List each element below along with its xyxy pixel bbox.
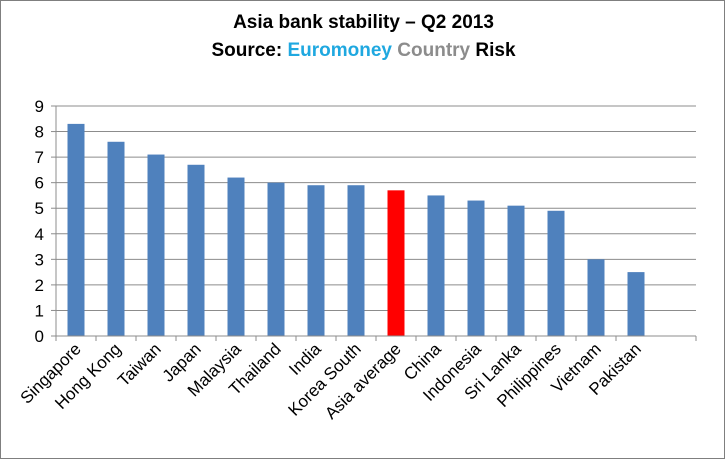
y-tick-label: 1 <box>35 301 44 320</box>
subtitle-prefix: Source: <box>211 40 288 61</box>
bar <box>587 259 605 336</box>
bar <box>427 195 445 336</box>
x-tick-label: Taiwan <box>114 339 165 390</box>
y-tick-label: 3 <box>35 250 44 269</box>
bar <box>187 164 205 336</box>
subtitle-country: Country <box>397 40 471 61</box>
bar <box>147 154 165 336</box>
bar <box>347 185 365 336</box>
bar <box>107 141 125 336</box>
bar <box>507 205 525 336</box>
y-tick-label: 8 <box>35 123 44 142</box>
y-tick-label: 0 <box>35 327 44 346</box>
y-tick-label: 9 <box>35 97 44 116</box>
chart-subtitle: Source: Euromoney Country Risk <box>1 37 725 65</box>
bar <box>227 177 245 336</box>
y-tick-label: 7 <box>35 148 44 167</box>
y-tick-label: 5 <box>35 199 44 218</box>
bar <box>267 182 285 336</box>
bar <box>307 185 325 336</box>
subtitle-risk: Risk <box>475 40 516 61</box>
bar <box>467 200 485 336</box>
bar <box>547 210 565 336</box>
bar <box>67 123 85 336</box>
y-tick-label: 2 <box>35 276 44 295</box>
bar <box>387 190 405 336</box>
subtitle-euromoney: Euromoney <box>287 40 393 61</box>
bar <box>627 272 645 336</box>
chart-title: Asia bank stability – Q2 2013 <box>233 12 494 33</box>
y-tick-label: 6 <box>35 174 44 193</box>
chart-title-block: Asia bank stability – Q2 2013 Source: Eu… <box>1 9 725 65</box>
y-tick-label: 4 <box>35 225 44 244</box>
